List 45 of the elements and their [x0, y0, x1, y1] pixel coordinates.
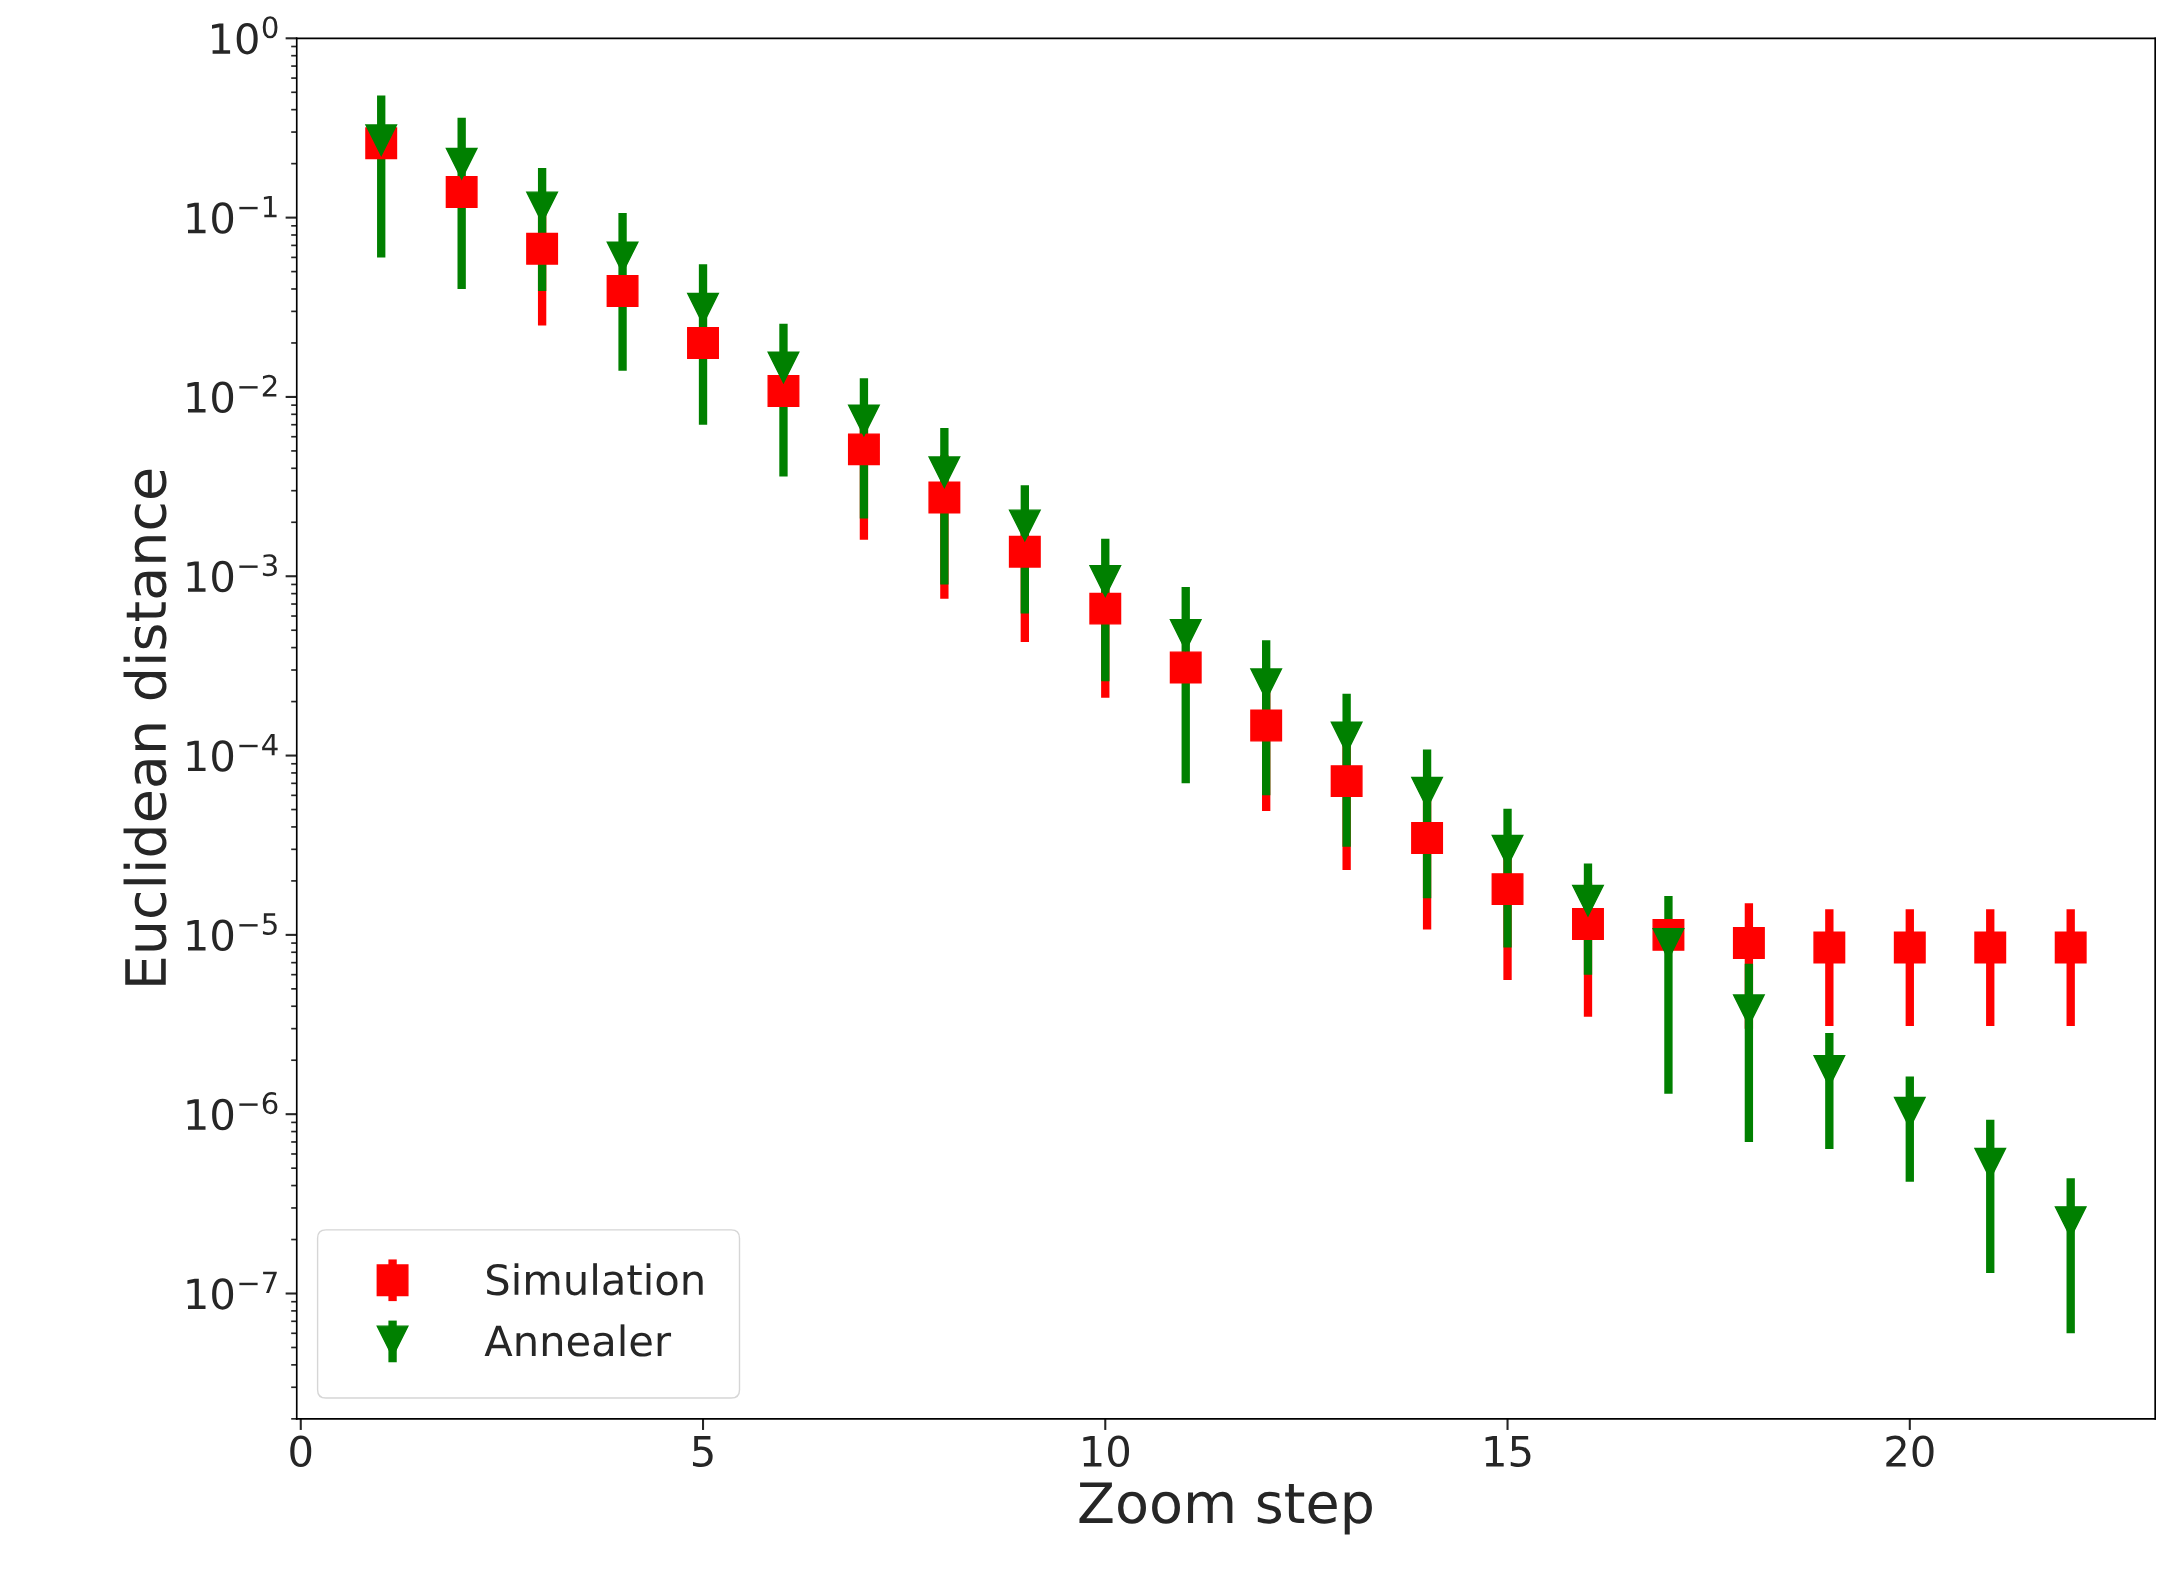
point: [1491, 873, 1524, 906]
point: [1008, 509, 1041, 542]
y-tick-label: 10$^{−2}$: [187, 374, 277, 414]
point: [2054, 931, 2087, 964]
x-tick-label: 0: [290, 1435, 312, 1468]
point: [928, 481, 961, 514]
legend-label: Annealer: [484, 1324, 672, 1357]
x-tick-label: 15: [1485, 1436, 1531, 1468]
x-tick-label: 20: [1886, 1435, 1934, 1468]
point: [1089, 565, 1122, 598]
point: [1250, 709, 1283, 742]
y-tick-label: 10$^{−3}$: [187, 554, 277, 593]
point: [1411, 822, 1444, 854]
x-tick-label: 5: [692, 1436, 713, 1468]
y-tick-label: 10$^{−5}$: [187, 913, 277, 952]
point: [767, 374, 800, 407]
point: [1893, 931, 1926, 964]
point: [526, 232, 559, 265]
y-tick-label: 10$^{−6}$: [187, 1092, 278, 1131]
x-axis-title: Zoom step: [1079, 1482, 1372, 1535]
y-tick-label: 10$^{−4}$: [187, 733, 278, 772]
point: [1330, 765, 1363, 798]
point: [847, 404, 880, 437]
point: [1089, 592, 1122, 625]
point: [687, 326, 719, 359]
point: [1813, 931, 1846, 964]
point: [1008, 535, 1041, 568]
y-tick-label: 10$^{0}$: [212, 16, 278, 55]
y-tick-label: 10$^{−7}$: [187, 1271, 277, 1310]
point: [847, 433, 880, 466]
point: [1572, 884, 1604, 917]
y-tick-label: 10$^{−1}$: [187, 195, 277, 234]
y-axis-title: Euclidean distance: [123, 469, 167, 985]
x-tick-label: 10: [1083, 1435, 1130, 1468]
point: [445, 176, 478, 208]
point: [1169, 651, 1202, 684]
point: [606, 274, 639, 307]
point: [445, 147, 478, 180]
point: [1572, 908, 1604, 940]
point: [1974, 931, 2007, 964]
point: [928, 456, 961, 489]
point: [767, 351, 800, 384]
point: [1169, 619, 1202, 652]
legend-label: Simulation: [486, 1263, 703, 1296]
point: [1732, 927, 1765, 960]
